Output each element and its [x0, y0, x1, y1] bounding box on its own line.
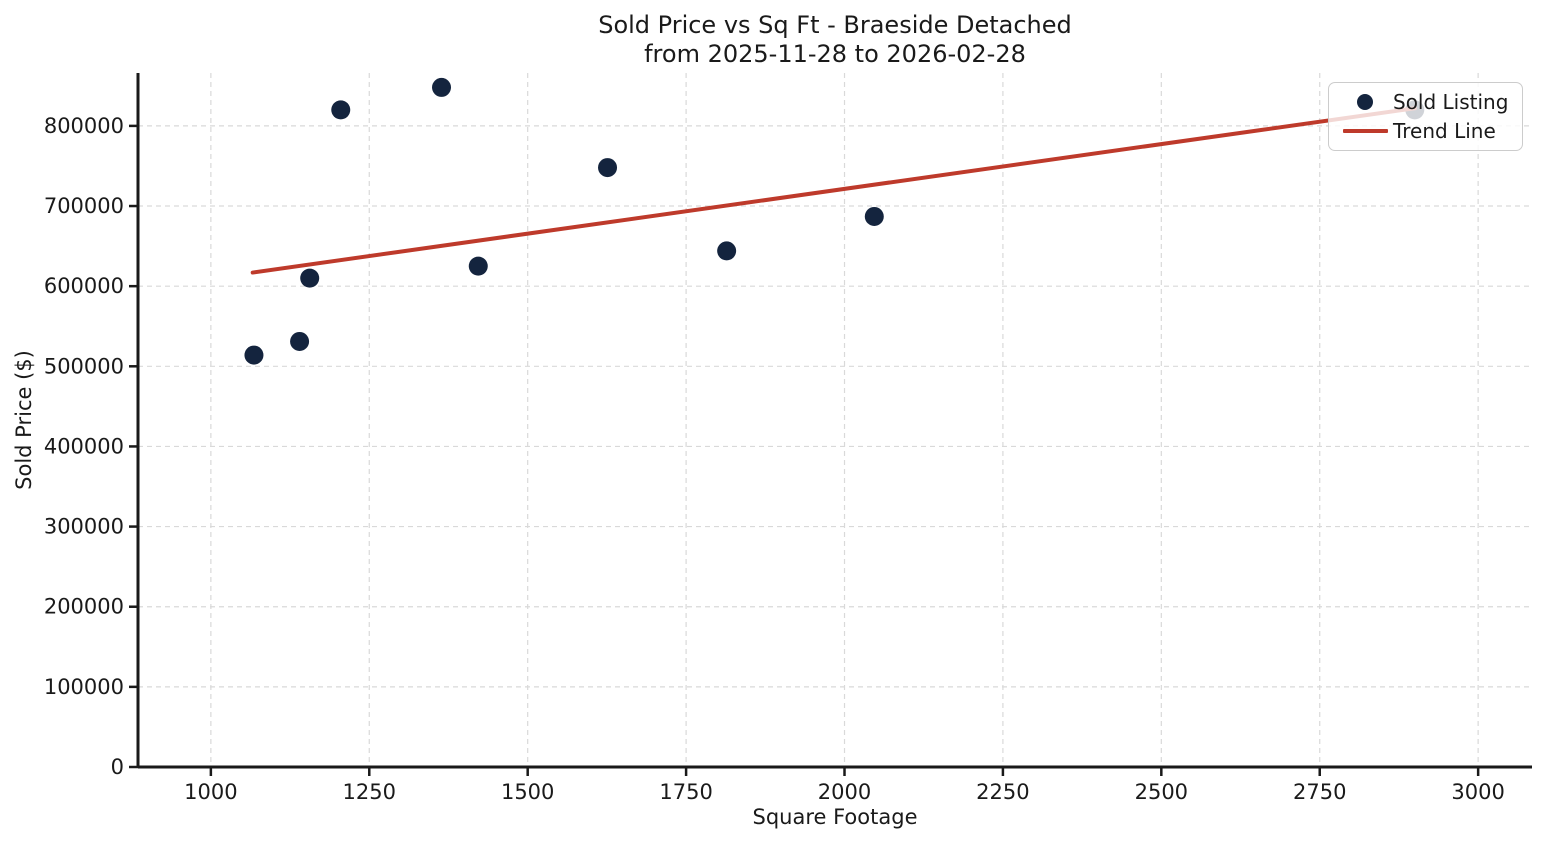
x-tick-label: 2250	[976, 780, 1029, 804]
x-tick-label: 2500	[1135, 780, 1188, 804]
legend-marker-cell	[1337, 129, 1393, 133]
y-tick-label: 800000	[44, 114, 124, 138]
scatter-point	[331, 100, 351, 120]
y-tick-label: 700000	[44, 194, 124, 218]
y-tick-label: 300000	[44, 515, 124, 539]
scatter-marker-icon	[1357, 94, 1373, 110]
trend-line-marker-icon	[1342, 129, 1388, 133]
legend-item-trend-line: Trend Line	[1337, 117, 1522, 146]
legend-label-trend-line: Trend Line	[1393, 119, 1496, 143]
scatter-point	[468, 256, 488, 276]
x-tick-label: 2750	[1293, 780, 1346, 804]
scatter-point	[300, 268, 320, 288]
x-tick-label: 1000	[184, 780, 237, 804]
chart-title: Sold Price vs Sq Ft - Braeside Detached	[598, 11, 1072, 39]
trend-line	[250, 106, 1417, 275]
x-tick-label: 1500	[501, 780, 554, 804]
y-tick-label: 500000	[44, 354, 124, 378]
legend: Sold Listing Trend Line	[1328, 82, 1523, 151]
scatter-point	[717, 241, 737, 261]
scatter-point	[432, 77, 452, 97]
chart-subtitle: from 2025-11-28 to 2026-02-28	[644, 40, 1026, 68]
legend-item-sold-listing: Sold Listing	[1337, 88, 1522, 117]
y-tick-label: 200000	[44, 595, 124, 619]
scatter-point	[290, 331, 310, 351]
y-tick-label: 100000	[44, 675, 124, 699]
legend-label-sold-listing: Sold Listing	[1393, 90, 1509, 114]
scatter-point	[864, 206, 884, 226]
y-tick-label: 600000	[44, 274, 124, 298]
y-axis-label: Sold Price ($)	[12, 350, 36, 490]
x-tick-label: 3000	[1451, 780, 1504, 804]
y-tick-label: 0	[111, 755, 124, 779]
x-tick-label: 2000	[818, 780, 871, 804]
x-tick-label: 1750	[659, 780, 712, 804]
legend-marker-cell	[1337, 94, 1393, 110]
chart-title-block: Sold Price vs Sq Ft - Braeside Detached …	[138, 11, 1532, 69]
x-axis-label: Square Footage	[752, 805, 918, 829]
scatter-point	[598, 158, 618, 178]
y-tick-label: 400000	[44, 434, 124, 458]
scatter-point	[244, 345, 264, 365]
x-tick-label: 1250	[343, 780, 396, 804]
